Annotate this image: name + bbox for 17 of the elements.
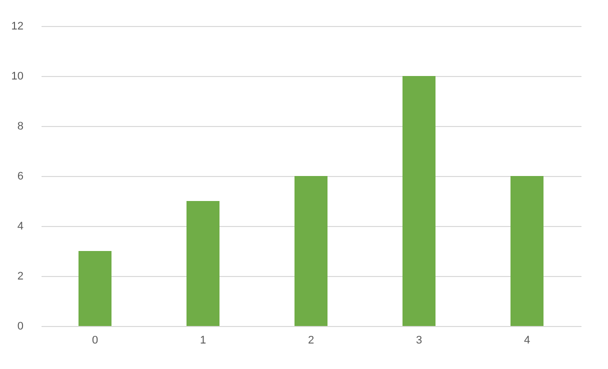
y-tick-label: 12 xyxy=(11,20,24,32)
bar xyxy=(186,201,220,326)
bar xyxy=(78,251,112,326)
y-tick-label: 4 xyxy=(17,220,24,232)
y-tick-label: 6 xyxy=(17,170,24,182)
bar xyxy=(402,76,436,326)
y-tick-label: 8 xyxy=(17,120,24,132)
y-tick-label: 0 xyxy=(17,320,24,332)
x-tick-label: 1 xyxy=(200,334,206,346)
bar xyxy=(294,176,328,326)
x-tick-label: 3 xyxy=(416,334,422,346)
x-tick-label: 2 xyxy=(308,334,314,346)
y-tick-label: 2 xyxy=(17,270,24,282)
y-tick-label: 10 xyxy=(11,70,24,82)
x-tick-label: 0 xyxy=(92,334,98,346)
bar xyxy=(510,176,544,326)
x-tick-label: 4 xyxy=(524,334,530,346)
